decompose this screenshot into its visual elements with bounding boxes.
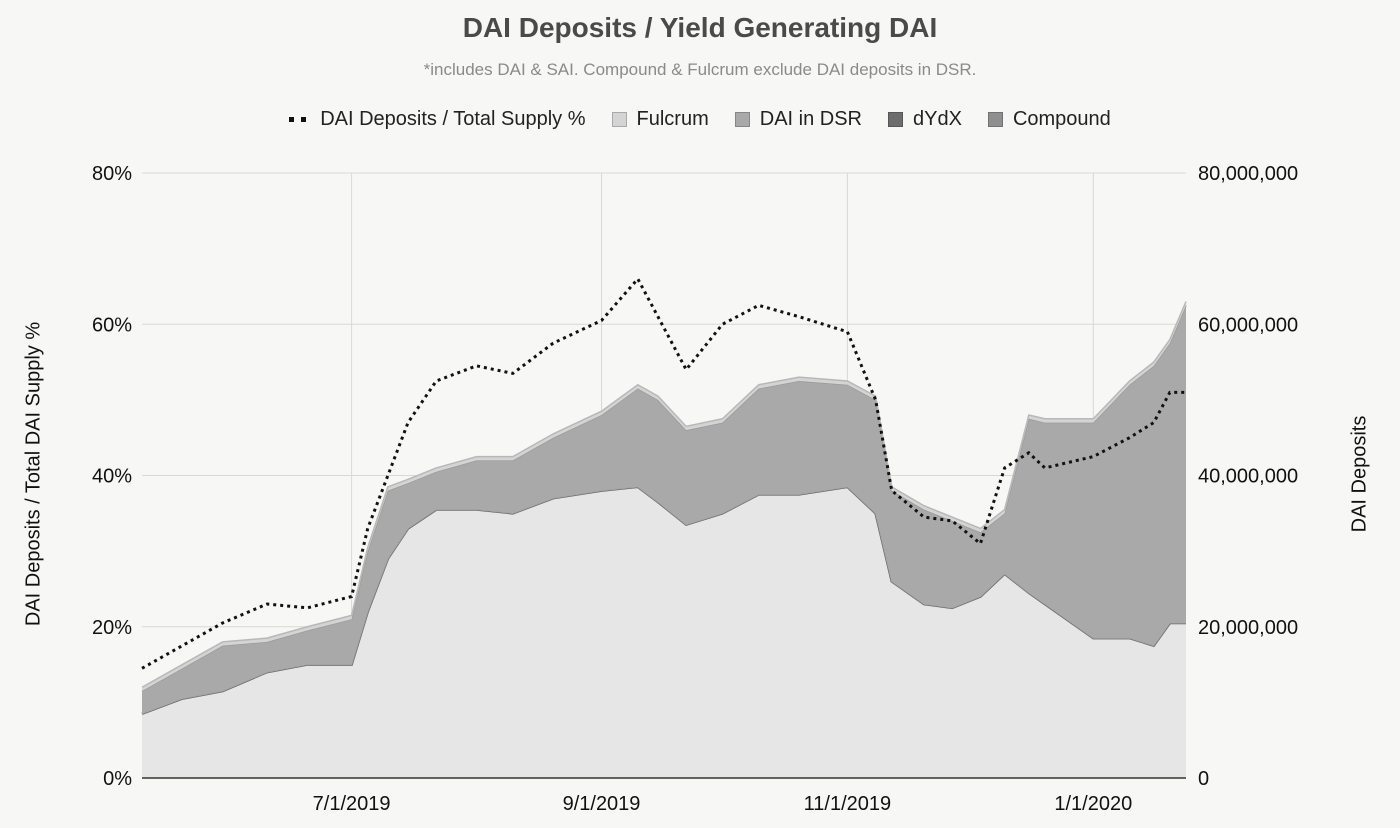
y-left-tick-label: 20% <box>92 617 132 639</box>
y-axis-left-title: DAI Deposits / Total DAI Supply % <box>22 321 45 627</box>
legend-label-dydx: dYdX <box>913 108 962 130</box>
legend-item-dsr: DAI in DSR <box>734 108 862 131</box>
y-left-tick-label: 80% <box>92 163 132 185</box>
y-right-tick-label: 0 <box>1198 768 1209 790</box>
legend-swatch-compound <box>987 112 1003 127</box>
chart-title: DAI Deposits / Yield Generating DAI <box>462 12 938 43</box>
line-layer <box>141 276 1186 670</box>
legend-label-compound: Compound <box>1012 108 1111 130</box>
legend-item-dydx: dYdX <box>888 108 962 131</box>
x-tick-label: 11/1/2019 <box>804 793 892 815</box>
y-left-tick-label: 0% <box>103 768 132 790</box>
area-layer <box>141 301 1187 778</box>
area-dai-in-dsr <box>142 305 1186 714</box>
y-left-tick-label: 40% <box>92 466 132 488</box>
y-axis-right-title: DAI Deposits <box>1348 415 1371 533</box>
legend-item-ratio: DAI Deposits / Total Supply % <box>289 108 586 131</box>
y-right-tick-label: 80,000,000 <box>1198 163 1298 185</box>
legend-swatch-fulcrum <box>611 112 627 127</box>
legend-swatch-dydx <box>888 112 903 127</box>
legend: DAI Deposits / Total Supply % Fulcrum DA… <box>0 108 1400 131</box>
y-left-tick-label: 60% <box>92 314 132 336</box>
x-tick-label: 7/1/2019 <box>313 793 391 815</box>
y-right-tick-label: 60,000,000 <box>1198 314 1298 336</box>
chart-subtitle: *includes DAI & SAI. Compound & Fulcrum … <box>423 60 977 79</box>
legend-item-compound: Compound <box>987 108 1111 131</box>
y-right-tick-label: 40,000,000 <box>1198 466 1298 488</box>
legend-label-ratio: DAI Deposits / Total Supply % <box>320 108 586 130</box>
line-dai-deposits-ratio <box>141 276 1186 670</box>
legend-item-fulcrum: Fulcrum <box>611 108 709 131</box>
x-tick-label: 9/1/2019 <box>563 793 641 815</box>
edge-fulcrum <box>141 301 1187 688</box>
legend-label-dsr: DAI in DSR <box>759 108 862 130</box>
area-compound <box>142 486 1186 778</box>
dotted-line-legend-icon <box>289 117 307 122</box>
legend-swatch-dsr <box>734 112 750 127</box>
x-tick-label: 1/1/2020 <box>1054 793 1132 815</box>
axis-layer: 0% 0 20% 20,000,000 40% 40,000,000 60% 60,000,0… <box>92 163 1298 815</box>
legend-label-fulcrum: Fulcrum <box>636 108 709 130</box>
y-right-tick-label: 20,000,000 <box>1198 617 1298 639</box>
